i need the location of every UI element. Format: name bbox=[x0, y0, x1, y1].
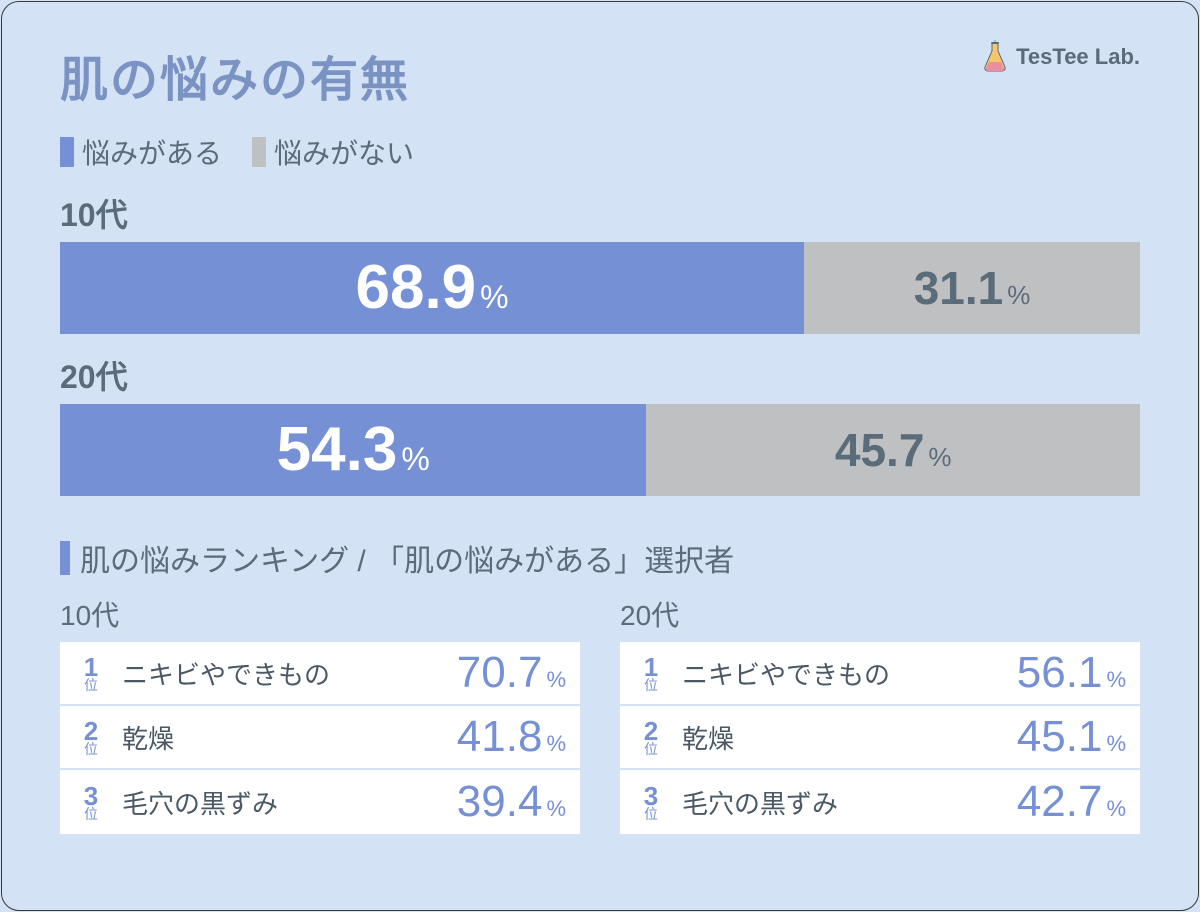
rank-badge: 2 位 bbox=[634, 718, 668, 756]
flask-icon bbox=[982, 40, 1008, 74]
legend-item-no: 悩みがない bbox=[252, 132, 414, 172]
rank-unit: 位 bbox=[644, 807, 658, 821]
ranking-row: 3 位 毛穴の黒ずみ 42.7 % bbox=[620, 770, 1140, 834]
bar-value-yes: 54.3 bbox=[277, 404, 398, 496]
rank-value: 70.7 % bbox=[457, 648, 566, 698]
bar-segment-no: 45.7 % bbox=[646, 404, 1140, 496]
rank-value: 45.1 % bbox=[1017, 712, 1126, 762]
bar-value-yes: 68.9 bbox=[355, 242, 476, 334]
bar-label: 10代 bbox=[60, 190, 1140, 236]
rank-badge: 1 位 bbox=[634, 654, 668, 692]
rank-unit: 位 bbox=[644, 742, 658, 756]
legend-label-yes: 悩みがある bbox=[82, 132, 222, 172]
rank-label: 毛穴の黒ずみ bbox=[682, 784, 1017, 821]
bar-label: 20代 bbox=[60, 352, 1140, 398]
legend-swatch-yes bbox=[60, 137, 74, 167]
rank-label: 毛穴の黒ずみ bbox=[122, 784, 457, 821]
rank-unit: 位 bbox=[84, 742, 98, 756]
rank-value: 42.7 % bbox=[1017, 777, 1126, 827]
legend-item-yes: 悩みがある bbox=[60, 132, 222, 172]
rankings-container: 10代 1 位 ニキビやできもの 70.7 % 2 位 乾燥 bbox=[60, 594, 1140, 834]
bar-segment-no: 31.1 % bbox=[804, 242, 1140, 334]
bar-group: 10代 68.9 % 31.1 % bbox=[60, 190, 1140, 334]
page-title: 肌の悩みの有無 bbox=[60, 40, 410, 110]
bar-value-no: 45.7 bbox=[835, 404, 925, 496]
rank-unit: 位 bbox=[644, 678, 658, 692]
rank-badge: 2 位 bbox=[74, 718, 108, 756]
ranking-row: 1 位 ニキビやできもの 70.7 % bbox=[60, 642, 580, 706]
bar-segment-yes: 54.3 % bbox=[60, 404, 646, 496]
ranking-column: 20代 1 位 ニキビやできもの 56.1 % 2 位 乾燥 bbox=[620, 594, 1140, 834]
stacked-bar: 54.3 % 45.7 % bbox=[60, 404, 1140, 496]
rank-label: ニキビやできもの bbox=[682, 655, 1017, 692]
ranking-row: 3 位 毛穴の黒ずみ 39.4 % bbox=[60, 770, 580, 834]
rank-label: 乾燥 bbox=[122, 719, 457, 756]
rank-unit: 位 bbox=[84, 678, 98, 692]
rank-value: 39.4 % bbox=[457, 777, 566, 827]
bar-value-no: 31.1 bbox=[914, 242, 1004, 334]
rank-badge: 1 位 bbox=[74, 654, 108, 692]
bar-group: 20代 54.3 % 45.7 % bbox=[60, 352, 1140, 496]
brand-logo: TesTee Lab. bbox=[982, 40, 1140, 74]
legend-label-no: 悩みがない bbox=[274, 132, 414, 172]
ranking-column-label: 10代 bbox=[60, 594, 580, 634]
bar-unit: % bbox=[928, 442, 951, 473]
rank-value: 56.1 % bbox=[1017, 648, 1126, 698]
bar-unit: % bbox=[401, 441, 429, 478]
bar-segment-yes: 68.9 % bbox=[60, 242, 804, 334]
bar-unit: % bbox=[1007, 280, 1030, 311]
ranking-heading: 肌の悩みランキング / 「肌の悩みがある」選択者 bbox=[60, 536, 1140, 580]
brand-name: TesTee Lab. bbox=[1016, 44, 1140, 70]
ranking-row: 2 位 乾燥 45.1 % bbox=[620, 706, 1140, 770]
ranking-column: 10代 1 位 ニキビやできもの 70.7 % 2 位 乾燥 bbox=[60, 594, 580, 834]
stacked-bar: 68.9 % 31.1 % bbox=[60, 242, 1140, 334]
rank-badge: 3 位 bbox=[74, 783, 108, 821]
ranking-row: 2 位 乾燥 41.8 % bbox=[60, 706, 580, 770]
rank-label: ニキビやできもの bbox=[122, 655, 457, 692]
chart-legend: 悩みがある 悩みがない bbox=[60, 132, 1140, 172]
legend-swatch-no bbox=[252, 137, 266, 167]
ranking-column-label: 20代 bbox=[620, 594, 1140, 634]
heading-accent bbox=[60, 541, 70, 575]
ranking-row: 1 位 ニキビやできもの 56.1 % bbox=[620, 642, 1140, 706]
rank-unit: 位 bbox=[84, 807, 98, 821]
bar-unit: % bbox=[480, 279, 508, 316]
ranking-heading-text: 肌の悩みランキング / 「肌の悩みがある」選択者 bbox=[80, 536, 734, 580]
rank-value: 41.8 % bbox=[457, 712, 566, 762]
rank-badge: 3 位 bbox=[634, 783, 668, 821]
rank-label: 乾燥 bbox=[682, 719, 1017, 756]
